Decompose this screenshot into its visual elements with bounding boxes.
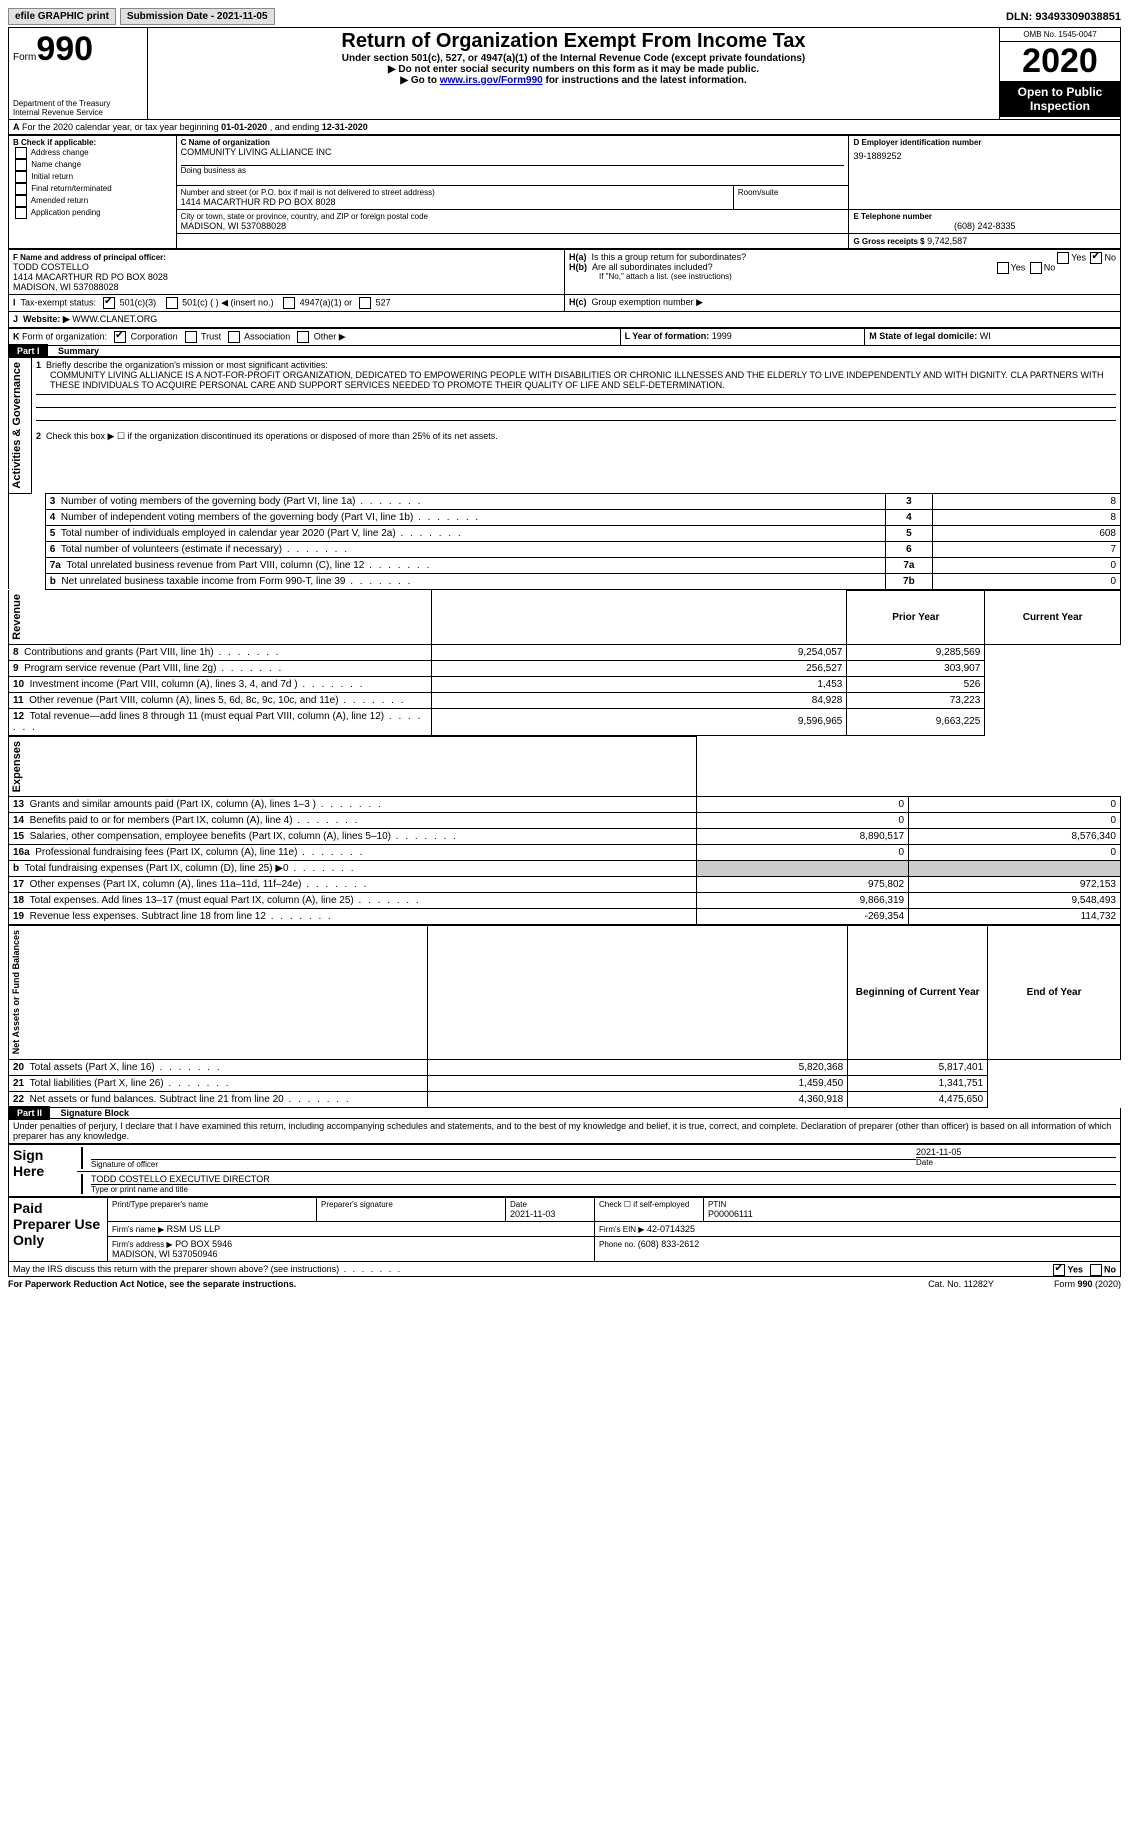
ha: Is this a group return for subordinates? bbox=[592, 252, 747, 262]
part1-header: Part I Summary bbox=[8, 346, 1121, 357]
mission: COMMUNITY LIVING ALLIANCE IS A NOT-FOR-P… bbox=[36, 370, 1116, 390]
form-990: 990 bbox=[36, 30, 93, 68]
open-public: Open to Public Inspection bbox=[1000, 81, 1120, 117]
may-yes[interactable] bbox=[1053, 1264, 1065, 1276]
hb: Are all subordinates included? bbox=[592, 262, 713, 272]
gross: 9,742,587 bbox=[927, 236, 967, 246]
entity-block: B Check if applicable: Address change Na… bbox=[8, 135, 1121, 249]
ha-no[interactable] bbox=[1090, 252, 1102, 264]
prior-year-head: Prior Year bbox=[847, 590, 985, 644]
dln: DLN: 93493309038851 bbox=[1006, 11, 1121, 23]
subdate-box: Submission Date - 2021-11-05 bbox=[120, 8, 275, 25]
footer: For Paperwork Reduction Act Notice, see … bbox=[8, 1277, 1121, 1291]
paid-prep: Paid Preparer Use Only Print/Type prepar… bbox=[8, 1197, 1121, 1262]
k-corp[interactable] bbox=[114, 331, 126, 343]
org-name: COMMUNITY LIVING ALLIANCE INC bbox=[181, 147, 845, 157]
sig-label: Signature of officer bbox=[91, 1160, 916, 1169]
i-501c[interactable] bbox=[166, 297, 178, 309]
ein: 39-1889252 bbox=[853, 151, 1116, 161]
current-year-head: Current Year bbox=[985, 590, 1121, 644]
eoy-head: End of Year bbox=[988, 926, 1121, 1059]
hb-yes[interactable] bbox=[997, 262, 1009, 274]
k-assoc[interactable] bbox=[228, 331, 240, 343]
sign-here: Sign Here bbox=[13, 1147, 73, 1179]
sub2: ▶ Do not enter social security numbers o… bbox=[152, 64, 995, 75]
vlabel-na: Net Assets or Fund Balances bbox=[9, 926, 23, 1058]
efile-button[interactable]: efile GRAPHIC print bbox=[8, 8, 116, 25]
vlabel-exp: Expenses bbox=[9, 737, 25, 796]
line2: Check this box ▶ ☐ if the organization d… bbox=[46, 431, 498, 441]
j-label: Website: ▶ bbox=[23, 314, 70, 324]
part2-label: Part II bbox=[9, 1106, 50, 1120]
officer-name: TODD COSTELLO bbox=[13, 262, 89, 272]
b-label: B Check if applicable: bbox=[13, 138, 172, 147]
room-label: Room/suite bbox=[738, 188, 845, 197]
i-label: Tax-exempt status: bbox=[21, 297, 97, 307]
l-label: L Year of formation: bbox=[625, 331, 712, 341]
officer-print-label: Type or print name and title bbox=[91, 1185, 1116, 1194]
m-label: M State of legal domicile: bbox=[869, 331, 980, 341]
top-bar: efile GRAPHIC print Submission Date - 20… bbox=[8, 8, 1121, 25]
form-header: Form990 Department of the Treasury Inter… bbox=[8, 27, 1121, 120]
b-items: Address change Name change Initial retur… bbox=[13, 147, 172, 219]
summary-table: Activities & Governance 1 Briefly descri… bbox=[8, 357, 1121, 494]
officer-addr: 1414 MACARTHUR RD PO BOX 8028 MADISON, W… bbox=[13, 272, 168, 292]
omb: OMB No. 1545-0047 bbox=[1000, 28, 1120, 42]
d-label: D Employer identification number bbox=[853, 138, 1116, 147]
date-label: Date bbox=[916, 1158, 1116, 1167]
mission-label: Briefly describe the organization's miss… bbox=[46, 360, 328, 370]
i-527[interactable] bbox=[359, 297, 371, 309]
form-label: Form bbox=[13, 52, 36, 63]
c-label: C Name of organization bbox=[181, 138, 845, 147]
expense-table: Expenses 13 Grants and similar amounts p… bbox=[8, 736, 1121, 925]
city: MADISON, WI 537088028 bbox=[181, 221, 845, 231]
paid-label: Paid Preparer Use Only bbox=[13, 1200, 103, 1248]
phone: (608) 242-8335 bbox=[853, 221, 1116, 231]
netassets-table: Net Assets or Fund Balances Beginning of… bbox=[8, 925, 1121, 1107]
hb-no[interactable] bbox=[1030, 262, 1042, 274]
hc: Group exemption number ▶ bbox=[592, 297, 703, 307]
k-other[interactable] bbox=[297, 331, 309, 343]
city-label: City or town, state or province, country… bbox=[181, 212, 845, 221]
part2-title: Signature Block bbox=[53, 1108, 130, 1118]
f-label: F Name and address of principal officer: bbox=[13, 253, 166, 262]
website: WWW.CLANET.ORG bbox=[72, 314, 157, 324]
perjury: Under penalties of perjury, I declare th… bbox=[8, 1119, 1121, 1144]
vlabel-gov: Activities & Governance bbox=[9, 358, 25, 493]
vlabel-rev: Revenue bbox=[9, 590, 25, 644]
bcy-head: Beginning of Current Year bbox=[848, 926, 988, 1059]
klm: K Form of organization: Corporation Trus… bbox=[8, 328, 1121, 346]
dba-label: Doing business as bbox=[181, 166, 845, 175]
gov-lines: 3 Number of voting members of the govern… bbox=[8, 493, 1121, 590]
tax-year: 2020 bbox=[1000, 42, 1120, 81]
address: 1414 MACARTHUR RD PO BOX 8028 bbox=[181, 197, 729, 207]
i-4947[interactable] bbox=[283, 297, 295, 309]
fh-block: F Name and address of principal officer:… bbox=[8, 249, 1121, 328]
ha-yes[interactable] bbox=[1057, 252, 1069, 264]
may-no[interactable] bbox=[1090, 1264, 1102, 1276]
i-501c3[interactable] bbox=[103, 297, 115, 309]
form-title: Return of Organization Exempt From Incom… bbox=[152, 30, 995, 53]
dept: Department of the Treasury Internal Reve… bbox=[13, 99, 143, 117]
line-a: A For the 2020 calendar year, or tax yea… bbox=[8, 120, 1121, 135]
part2-header: Part II Signature Block bbox=[8, 1108, 1121, 1119]
addr-label: Number and street (or P.O. box if mail i… bbox=[181, 188, 729, 197]
sign-block: Sign Here Signature of officer 2021-11-0… bbox=[8, 1144, 1121, 1197]
sub1: Under section 501(c), 527, or 4947(a)(1)… bbox=[152, 53, 995, 64]
may-discuss: May the IRS discuss this return with the… bbox=[8, 1262, 1121, 1277]
k-trust[interactable] bbox=[185, 331, 197, 343]
officer-print: TODD COSTELLO EXECUTIVE DIRECTOR bbox=[91, 1174, 1116, 1185]
irs-link[interactable]: www.irs.gov/Form990 bbox=[440, 75, 543, 86]
g-label: G Gross receipts $ bbox=[853, 237, 924, 246]
sub3: ▶ Go to www.irs.gov/Form990 for instruct… bbox=[152, 75, 995, 86]
part1-title: Summary bbox=[50, 346, 99, 356]
part1-label: Part I bbox=[9, 344, 48, 358]
k-label: Form of organization: bbox=[22, 331, 107, 341]
e-label: E Telephone number bbox=[853, 212, 1116, 221]
sign-date: 2021-11-05 bbox=[916, 1147, 1116, 1158]
revenue-table: Revenue Prior Year Current Year 8 Contri… bbox=[8, 590, 1121, 736]
